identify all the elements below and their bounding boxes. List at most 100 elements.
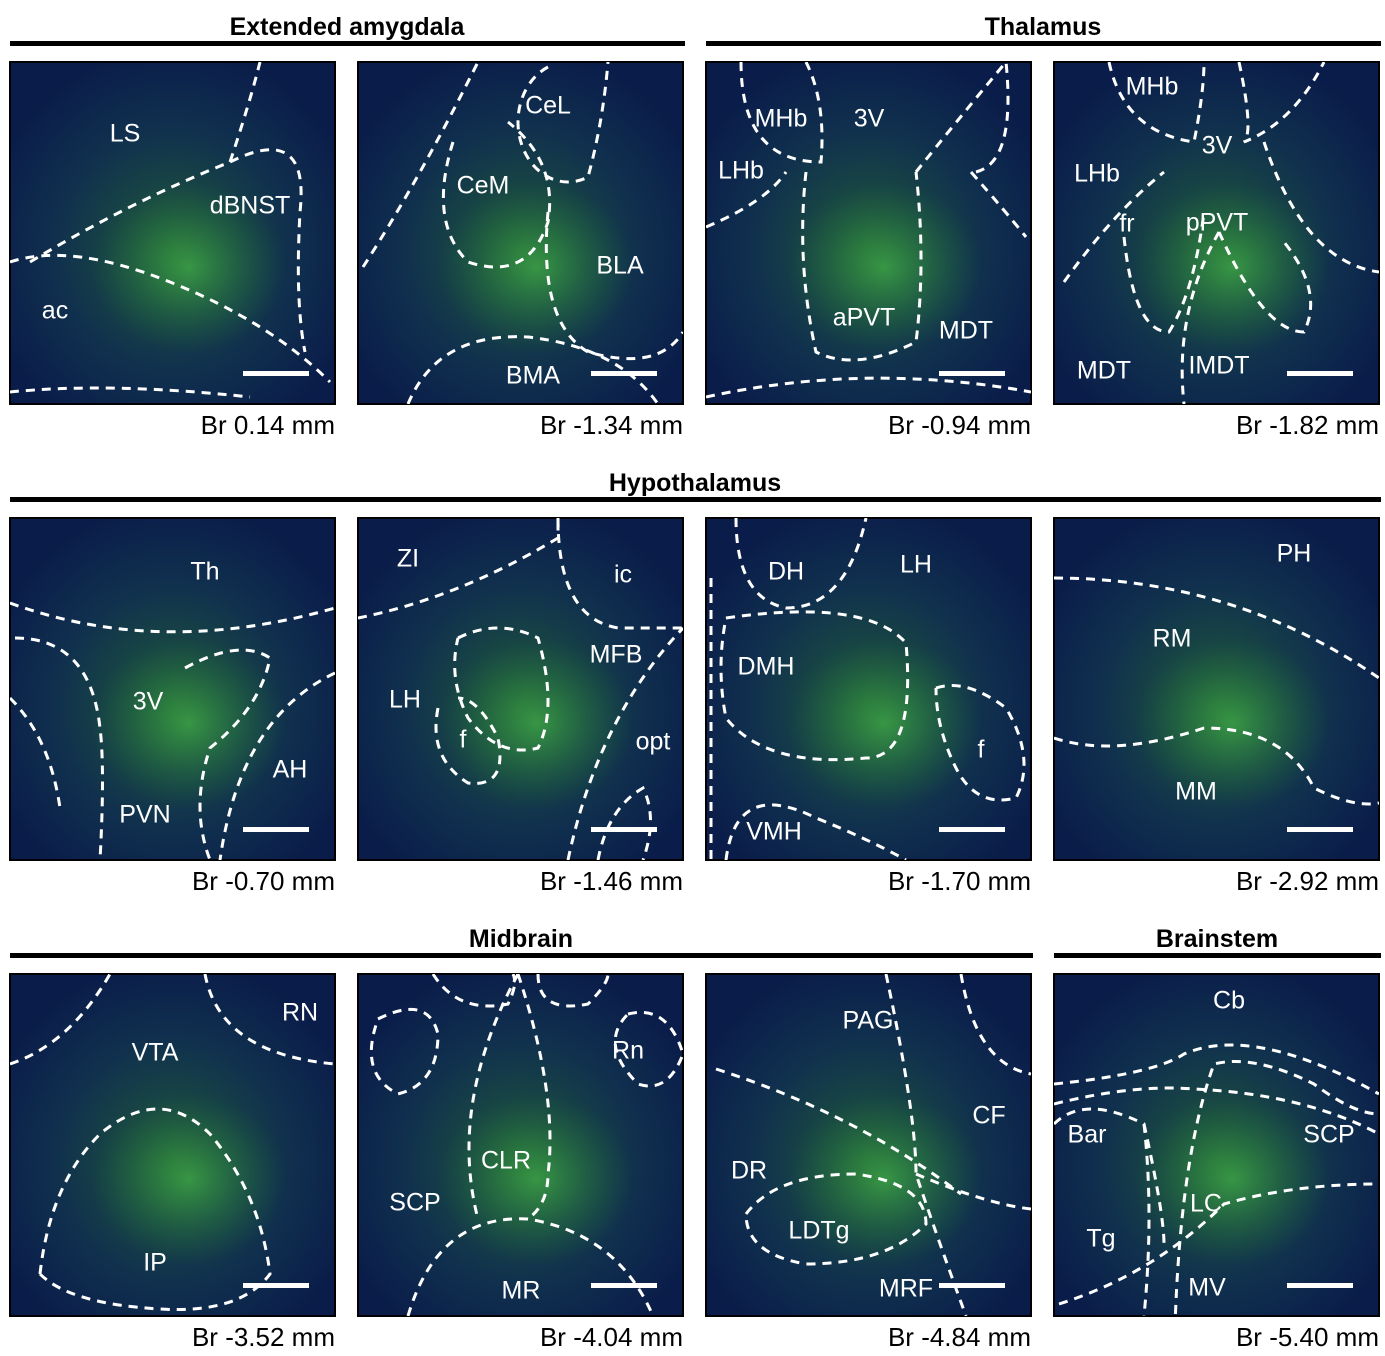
region-label: IMDT xyxy=(1188,352,1249,380)
region-label: opt xyxy=(636,728,671,756)
region-label: 3V xyxy=(133,688,164,716)
scale-bar xyxy=(591,371,657,376)
scale-bar xyxy=(939,1283,1005,1288)
region-label: SCP xyxy=(389,1189,440,1217)
region-label: RN xyxy=(282,999,318,1027)
region-label: CF xyxy=(972,1102,1005,1130)
image-panel: MHb 3V LHb fr pPVT MDT IMDT xyxy=(1054,62,1379,404)
region-label: LH xyxy=(389,686,421,714)
region-label: MV xyxy=(1188,1274,1226,1302)
image-panel: RN VTA IP xyxy=(10,974,335,1316)
fluorescence xyxy=(439,1094,634,1265)
bregma-caption: Br -5.40 mm xyxy=(1236,1322,1379,1351)
image-panel: CeLCeMBLABMA xyxy=(358,62,683,404)
image-panel: ZI ic MFB LH f opt xyxy=(358,518,683,860)
bregma-caption: Br -2.92 mm xyxy=(1236,866,1379,896)
scale-bar xyxy=(243,827,309,832)
section-title: Brainstem xyxy=(1156,925,1278,953)
region-label: LS xyxy=(110,120,141,148)
section-bar xyxy=(10,497,1381,502)
scale-bar xyxy=(1287,371,1353,376)
region-label: f xyxy=(460,726,467,754)
region-label: f xyxy=(978,736,985,764)
scale-bar xyxy=(243,371,309,376)
image-panel: LS dBNST ac xyxy=(10,62,335,404)
bregma-caption: Br -3.52 mm xyxy=(192,1322,335,1351)
fluorescence xyxy=(1135,182,1330,353)
region-label: PH xyxy=(1277,540,1312,568)
region-label: ZI xyxy=(397,545,419,573)
region-label: VMH xyxy=(746,818,802,846)
section-title: Extended amygdala xyxy=(230,13,466,41)
section-title: Thalamus xyxy=(985,13,1102,41)
region-label: MHb xyxy=(1126,73,1179,101)
image-panel: DH LH DMH f VMH xyxy=(706,518,1031,860)
region-label: MFB xyxy=(590,641,643,669)
scale-bar xyxy=(939,371,1005,376)
scale-bar xyxy=(1287,827,1353,832)
image-panel: PAGCFDRLDTgMRF xyxy=(706,974,1031,1316)
section-bar xyxy=(10,953,1033,958)
scale-bar xyxy=(1287,1283,1353,1288)
image-panel: MHb3VLHbaPVTMDT xyxy=(706,62,1031,404)
bregma-caption: Br 0.14 mm xyxy=(201,410,335,440)
section-bar xyxy=(1054,953,1381,958)
region-label: aPVT xyxy=(833,304,896,332)
bregma-caption: Br -1.70 mm xyxy=(888,866,1031,896)
region-label: fr xyxy=(1119,210,1134,238)
image-panel: PH RM MM xyxy=(1054,518,1379,860)
scale-bar xyxy=(939,827,1005,832)
region-label: Tg xyxy=(1086,1225,1115,1253)
region-label: Th xyxy=(190,558,219,586)
region-label: MR xyxy=(502,1277,541,1305)
region-label: MHb xyxy=(755,105,808,133)
region-label: DH xyxy=(768,558,804,586)
figure: Extended amygdala Thalamus Hypothalamus Mid… xyxy=(0,0,1385,1351)
region-label: DR xyxy=(731,1157,767,1185)
image-panel: Cb SCP Bar LC Tg MV xyxy=(1054,974,1379,1351)
scale-bar xyxy=(243,1283,309,1288)
bregma-caption: Br -0.94 mm xyxy=(888,410,1031,440)
region-label: LC xyxy=(1190,1190,1222,1218)
region-label: LH xyxy=(900,551,932,579)
scale-bar xyxy=(591,1283,657,1288)
region-label: LDTg xyxy=(788,1217,849,1245)
region-label: MDT xyxy=(1077,357,1131,385)
section-bar xyxy=(10,41,685,46)
region-label: MRF xyxy=(879,1275,933,1303)
scale-bar xyxy=(591,827,657,832)
region-label: MDT xyxy=(939,317,993,345)
region-label: pPVT xyxy=(1186,209,1249,237)
region-label: VTA xyxy=(132,1039,179,1067)
section-title: Midbrain xyxy=(469,925,573,953)
fluorescence xyxy=(91,638,286,809)
region-label: dBNST xyxy=(210,192,291,220)
image-panel: RnCLRSCPMR xyxy=(358,974,683,1316)
region-label: 3V xyxy=(854,105,885,133)
section-bar xyxy=(706,41,1381,46)
region-label: DMH xyxy=(738,653,795,681)
region-label: PVN xyxy=(119,801,170,829)
region-label: MM xyxy=(1175,778,1217,806)
region-label: Cb xyxy=(1213,987,1245,1015)
bregma-caption: Br -4.04 mm xyxy=(540,1322,683,1351)
section-title: Hypothalamus xyxy=(609,469,781,497)
bregma-caption: Br -1.46 mm xyxy=(540,866,683,896)
image-panel: Th 3V AH PVN xyxy=(10,518,335,860)
bregma-caption: Br -1.82 mm xyxy=(1236,410,1379,440)
region-label: 3V xyxy=(1202,132,1233,160)
bregma-caption: Br -1.34 mm xyxy=(540,410,683,440)
region-label: BLA xyxy=(596,252,644,280)
region-label: AH xyxy=(273,756,308,784)
region-label: ic xyxy=(614,561,632,589)
bregma-caption: Br -4.84 mm xyxy=(888,1322,1031,1351)
region-label: RM xyxy=(1153,625,1192,653)
region-label: IP xyxy=(143,1249,167,1277)
region-label: LHb xyxy=(1074,160,1120,188)
region-label: ac xyxy=(42,297,68,325)
region-label: CLR xyxy=(481,1147,531,1175)
fluorescence xyxy=(1135,638,1330,809)
region-label: SCP xyxy=(1303,1121,1354,1149)
region-label: Bar xyxy=(1068,1121,1107,1149)
fluorescence xyxy=(787,638,982,809)
